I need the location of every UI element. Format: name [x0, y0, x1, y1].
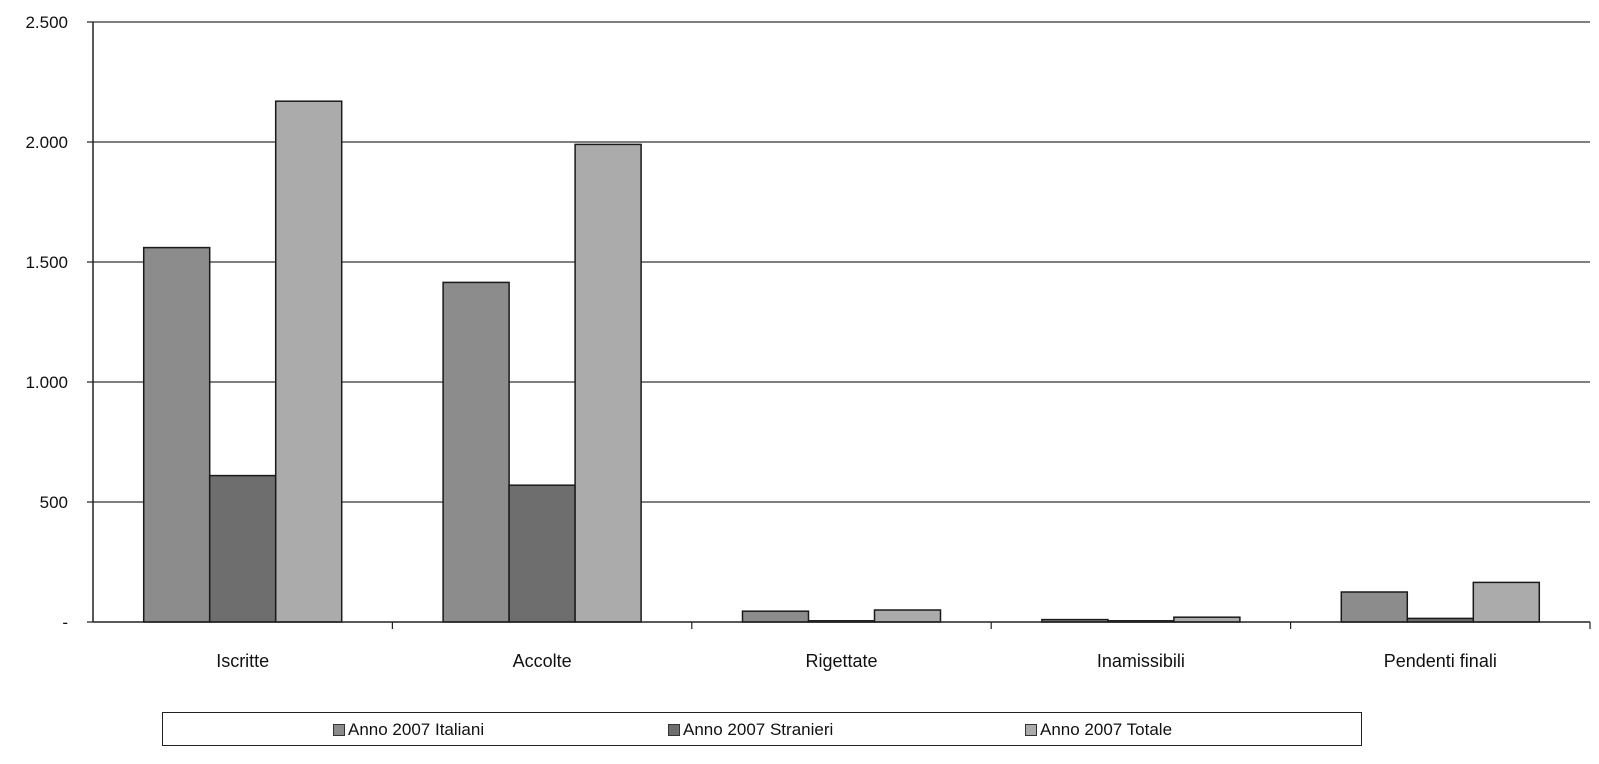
legend: Anno 2007 Italiani Anno 2007 Stranieri A… [162, 712, 1362, 746]
y-tick-label: 1.000 [25, 373, 68, 392]
legend-label: Anno 2007 Stranieri [683, 720, 834, 739]
bar-4-2 [1472, 581, 1541, 623]
bar-1-0 [442, 281, 510, 623]
legend-label: Anno 2007 Totale [1040, 720, 1173, 739]
x-axis-ticks: Iscritte Accolte Rigettate Inamissibili Pend… [216, 622, 1591, 671]
legend-swatch-italiani [333, 724, 345, 736]
x-category-label: Rigettate [805, 651, 877, 671]
legend-swatch-stranieri [668, 724, 680, 736]
x-category-label: Iscritte [216, 651, 269, 671]
y-tick-label: 1.500 [25, 253, 68, 272]
x-category-label: Inamissibili [1097, 651, 1185, 671]
gridlines [93, 21, 1590, 503]
y-tick-label: 2.500 [25, 13, 68, 32]
legend-item: Anno 2007 Italiani [333, 720, 484, 740]
legend-label: Anno 2007 Italiani [348, 720, 485, 739]
legend-item: Anno 2007 Totale [1025, 720, 1172, 740]
legend-item: Anno 2007 Stranieri [668, 720, 833, 740]
bar-0-1 [208, 474, 277, 623]
bar-4-0 [1340, 591, 1409, 623]
legend-swatch-totale [1025, 724, 1037, 736]
bar-2-2 [873, 609, 942, 623]
y-tick-label: - [62, 613, 68, 632]
bar-1-2 [574, 143, 642, 623]
x-category-label: Pendenti finali [1384, 651, 1497, 671]
bar-2-0 [741, 610, 810, 623]
y-axis-ticks: - 500 1.000 1.500 2.000 2.500 [25, 13, 93, 632]
bar-1-1 [508, 484, 576, 623]
y-tick-label: 500 [40, 493, 68, 512]
bar-0-2 [274, 100, 343, 623]
x-category-label: Accolte [513, 651, 572, 671]
bar-0-0 [142, 246, 211, 623]
bars [142, 100, 1541, 623]
y-tick-label: 2.000 [25, 133, 68, 152]
